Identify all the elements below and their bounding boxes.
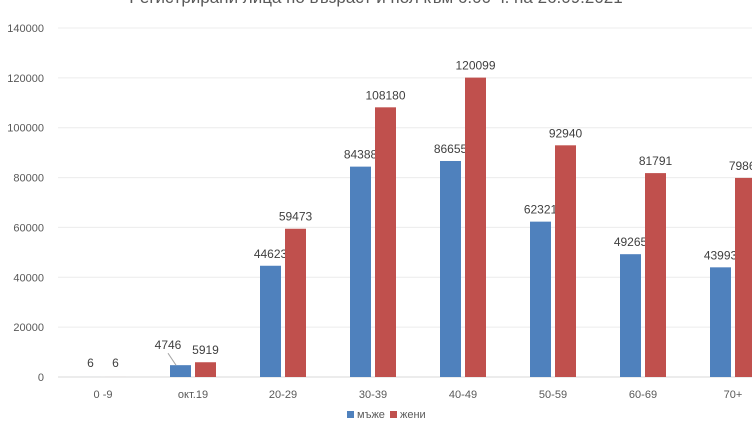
bar-men xyxy=(620,254,641,377)
data-label: 62321 xyxy=(524,203,558,217)
data-label: 44623 xyxy=(254,247,288,261)
legend-label: жени xyxy=(400,409,426,421)
y-tick-label: 40000 xyxy=(13,272,44,284)
y-tick-label: 100000 xyxy=(7,123,44,135)
data-label: 108180 xyxy=(365,88,405,102)
data-label: 43993 xyxy=(704,248,738,262)
data-label: 49265 xyxy=(614,235,648,249)
data-label: 6 xyxy=(87,356,94,370)
legend-swatch xyxy=(390,411,397,418)
bar-men xyxy=(350,166,371,377)
x-tick-label: окт.19 xyxy=(178,389,208,401)
data-label: 59473 xyxy=(279,210,313,224)
bar-men xyxy=(260,265,281,377)
bar-women xyxy=(375,107,396,377)
bar-men xyxy=(530,221,551,377)
x-tick-label: 60-69 xyxy=(629,389,657,401)
data-label: 5919 xyxy=(192,343,219,357)
data-label: 92940 xyxy=(549,126,583,140)
y-tick-label: 120000 xyxy=(7,73,44,85)
data-label: 4746 xyxy=(155,338,182,352)
x-tick-label: 30-39 xyxy=(359,389,387,401)
bar-men xyxy=(440,160,461,377)
bar-men xyxy=(170,365,191,377)
y-tick-label: 140000 xyxy=(7,23,44,35)
x-tick-label: 50-59 xyxy=(539,389,567,401)
data-label: 6 xyxy=(112,356,119,370)
bar-women xyxy=(555,145,576,377)
data-label: 81791 xyxy=(639,154,673,168)
data-label: 79862 xyxy=(729,159,752,173)
bar-women xyxy=(195,362,216,377)
chart-title: Регистрирани лица по възраст и пол към 6… xyxy=(0,0,752,8)
legend-swatch xyxy=(347,411,354,418)
x-tick-label: 70+ xyxy=(724,389,743,401)
bar-women xyxy=(465,77,486,377)
x-tick-label: 40-49 xyxy=(449,389,477,401)
data-label: 84388 xyxy=(344,148,378,162)
legend-label: мъже xyxy=(357,409,385,421)
y-tick-label: 60000 xyxy=(13,222,44,234)
data-label: 86655 xyxy=(434,142,468,156)
x-tick-label: 20-29 xyxy=(269,389,297,401)
bar-men xyxy=(710,267,731,377)
y-tick-label: 20000 xyxy=(13,322,44,334)
label-leader-line xyxy=(167,352,177,366)
bar-women xyxy=(285,228,306,377)
y-tick-label: 0 xyxy=(38,372,44,384)
x-tick-label: 0 -9 xyxy=(94,389,113,401)
y-tick-label: 80000 xyxy=(13,173,44,185)
bar-women xyxy=(735,177,752,377)
bar-women xyxy=(645,173,666,377)
data-label: 120099 xyxy=(455,59,495,73)
